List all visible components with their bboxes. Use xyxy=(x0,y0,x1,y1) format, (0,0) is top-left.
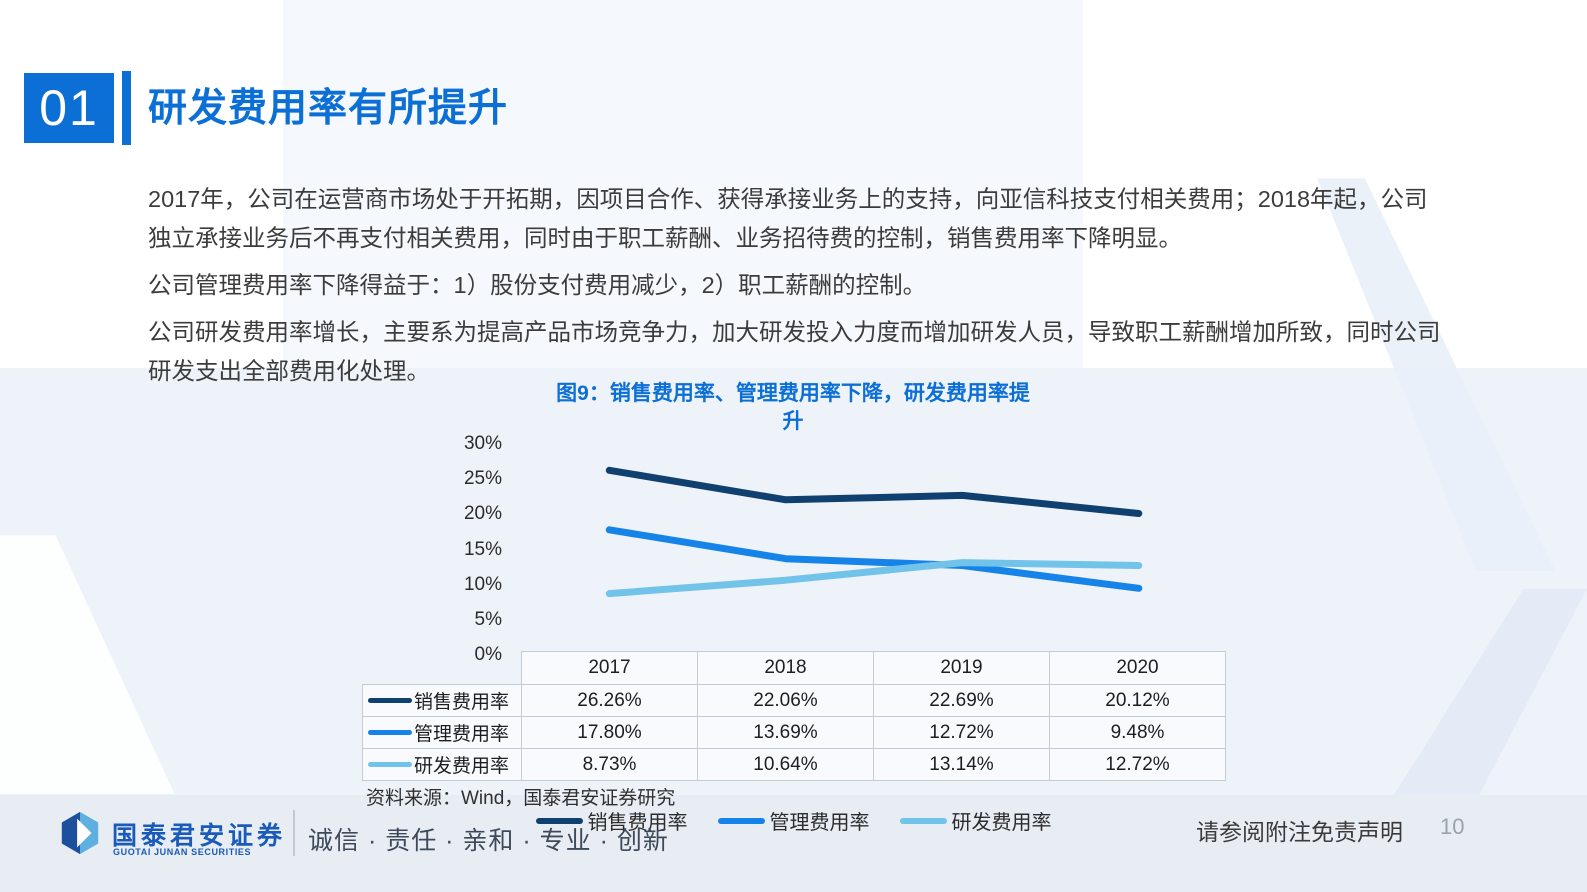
company-slogan: 诚信 · 责任 · 亲和 · 专业 · 创新 xyxy=(308,827,669,855)
table-cell: 20.12% xyxy=(1049,684,1226,717)
chart-line-1 xyxy=(605,526,1143,592)
chart-y-axis: 0% 5% 10% 15% 20% 25% 30% xyxy=(420,434,502,665)
table-row-label-cell: 研发费用率 xyxy=(362,748,522,781)
page-number: 10 xyxy=(1440,814,1465,839)
legend-label: 管理费用率 xyxy=(769,812,870,834)
table-header-cell: 2020 xyxy=(1049,651,1226,685)
paragraph-rd-expense: 公司研发费用率增长，主要系为提高产品市场竞争力，加大研发投入力度而增加研发人员，… xyxy=(148,319,1441,384)
legend-item-admin: 管理费用率 xyxy=(717,806,870,835)
table-row: 研发费用率 8.73% 10.64% 13.14% 12.72% xyxy=(362,748,1226,781)
table-cell: 8.73% xyxy=(521,748,698,781)
table-header-cell: 2018 xyxy=(697,651,874,685)
figure-title-line2: 升 xyxy=(782,410,804,433)
y-tick-label: 20% xyxy=(463,503,502,525)
table-cell: 12.72% xyxy=(1049,748,1226,781)
legend-swatch-rd xyxy=(899,817,947,824)
legend-item-rd: 研发费用率 xyxy=(899,806,1052,835)
footer-band xyxy=(0,795,1587,892)
table-corner-cell xyxy=(363,652,522,685)
table-cell: 22.06% xyxy=(697,684,874,717)
chart-legend: 销售费用率 管理费用率 研发费用率 xyxy=(535,806,1052,835)
series-swatch-rd xyxy=(368,762,412,767)
company-name-cn: 国泰君安证券 xyxy=(112,822,287,850)
section-number-badge: 01 xyxy=(24,73,114,143)
table-row-label: 研发费用率 xyxy=(414,756,510,777)
table-cell: 26.26% xyxy=(521,684,698,717)
paragraph-admin-expense: 公司管理费用率下降得益于：1）股份支付费用减少，2）职工薪酬的控制。 xyxy=(148,272,927,298)
figure-source: 资料来源：Wind，国泰君安证券研究 xyxy=(366,788,676,809)
table-cell: 9.48% xyxy=(1049,716,1226,749)
title-accent-bar xyxy=(122,71,131,145)
chart-line-2 xyxy=(605,559,1143,598)
figure-data-table: 2017 2018 2019 2020 销售费用率 26.26% 22.06% … xyxy=(362,651,1226,781)
table-row: 管理费用率 17.80% 13.69% 12.72% 9.48% xyxy=(362,716,1226,749)
table-cell: 17.80% xyxy=(521,716,698,749)
page-title: 研发费用率有所提升 xyxy=(148,87,509,130)
table-cell: 13.69% xyxy=(697,716,874,749)
footer-divider xyxy=(293,810,295,856)
company-logo-icon xyxy=(61,811,99,855)
chart-line-0 xyxy=(605,466,1143,517)
y-tick-label: 10% xyxy=(463,573,502,595)
table-row-label: 销售费用率 xyxy=(414,692,510,713)
table-cell: 13.14% xyxy=(873,748,1050,781)
legend-label: 研发费用率 xyxy=(951,812,1052,834)
disclaimer-note: 请参阅附注免责声明 xyxy=(1196,819,1403,845)
y-tick-label: 5% xyxy=(474,608,502,630)
line-chart xyxy=(605,466,1143,598)
y-tick-label: 25% xyxy=(463,468,502,490)
table-cell: 10.64% xyxy=(697,748,874,781)
table-row-label-cell: 管理费用率 xyxy=(362,716,522,749)
table-header-cell: 2017 xyxy=(521,651,698,685)
section-number: 01 xyxy=(39,80,99,136)
table-row-label: 管理费用率 xyxy=(414,724,510,745)
legend-item-sales: 销售费用率 xyxy=(535,806,688,835)
table-row-label-cell: 销售费用率 xyxy=(362,684,522,717)
table-header-cell: 2019 xyxy=(873,651,1050,685)
table-cell: 22.69% xyxy=(873,684,1050,717)
legend-label: 销售费用率 xyxy=(587,812,688,834)
table-header-row: 2017 2018 2019 2020 xyxy=(363,651,1226,685)
figure-title: 图9：销售费用率、管理费用率下降，研发费用率提 升 xyxy=(393,380,1193,436)
legend-swatch-sales xyxy=(535,817,583,824)
paragraph-sales-expense: 2017年，公司在运营商市场处于开拓期，因项目合作、获得承接业务上的支持，向亚信… xyxy=(148,186,1428,251)
table-cell: 12.72% xyxy=(873,716,1050,749)
series-swatch-sales xyxy=(368,698,412,703)
company-name-en: GUOTAI JUNAN SECURITIES xyxy=(113,847,252,857)
y-tick-label: 15% xyxy=(463,538,502,560)
legend-swatch-admin xyxy=(717,817,765,824)
table-row: 销售费用率 26.26% 22.06% 22.69% 20.12% xyxy=(362,684,1226,717)
series-swatch-admin xyxy=(368,730,412,735)
y-tick-label: 0% xyxy=(474,644,502,665)
y-tick-label: 30% xyxy=(463,433,502,454)
figure-title-line1: 图9：销售费用率、管理费用率下降，研发费用率提 xyxy=(556,382,1030,405)
